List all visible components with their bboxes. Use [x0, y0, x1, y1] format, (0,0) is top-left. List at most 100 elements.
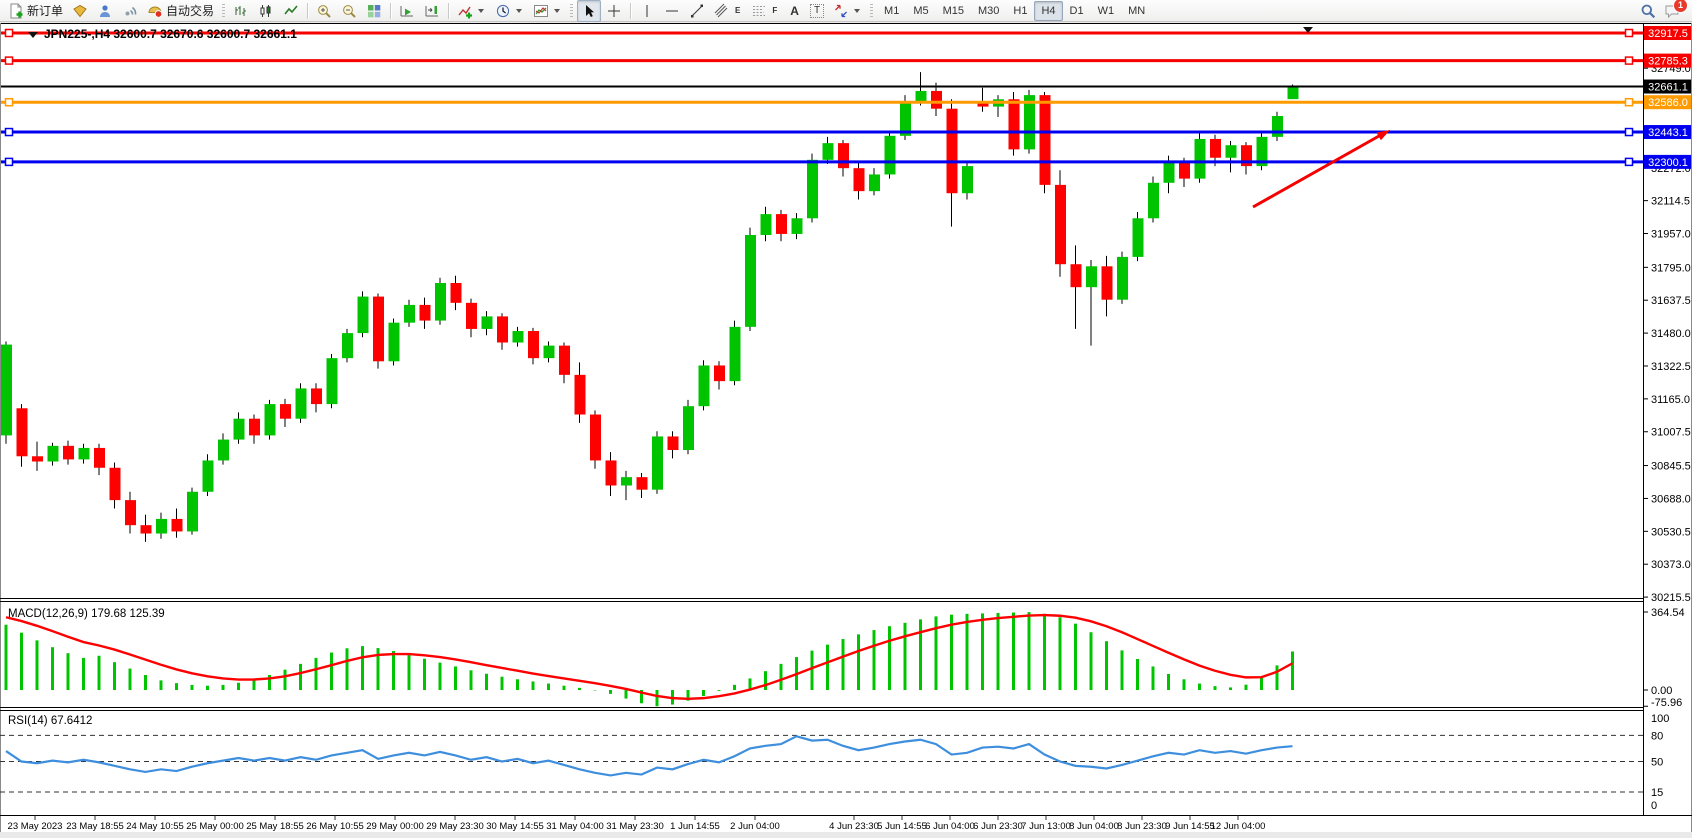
macd-histogram-bar — [624, 690, 628, 699]
autotrading-button[interactable]: 自动交易 — [143, 0, 218, 22]
hosting-person-icon — [100, 4, 111, 17]
chat-button[interactable]: 1 — [1664, 0, 1688, 19]
axis-tick-label: 31007.5 — [1651, 427, 1691, 439]
signals-button[interactable] — [118, 0, 142, 22]
line-handle[interactable] — [1624, 28, 1634, 38]
horizontal-line-tool-button[interactable] — [660, 0, 684, 22]
line-chart-button[interactable] — [279, 0, 303, 22]
timeframe-M30[interactable]: M30 — [978, 4, 1000, 17]
macd-histogram-bar — [407, 654, 411, 690]
macd-label: MACD(12,26,9) 179.68 125.39 — [8, 608, 165, 620]
line-chart-icon — [284, 4, 298, 14]
timeframe-H1[interactable]: H1 — [1013, 4, 1028, 17]
price-label-box — [1644, 53, 1692, 68]
tile-windows-button[interactable] — [362, 0, 386, 22]
zoom-in-button[interactable] — [312, 0, 336, 22]
timeframe-H4[interactable]: H4 — [1034, 0, 1063, 21]
indicators-button[interactable] — [453, 0, 490, 22]
macd-histogram-bar — [981, 613, 984, 690]
vertical-line-tool-button[interactable] — [635, 0, 659, 22]
bear-candle — [714, 365, 725, 382]
macd-histogram-bar — [562, 685, 566, 690]
cursor-tool-button[interactable] — [577, 0, 602, 22]
trendline-icon — [691, 4, 704, 17]
line-handle[interactable] — [4, 56, 14, 65]
channel-tool-button[interactable]: E — [710, 0, 746, 22]
chart-window[interactable]: JPN225-,H4 32600.7 32670.6 32600.7 32661… — [0, 23, 1692, 832]
timeframe-D1[interactable]: D1 — [1069, 4, 1084, 17]
macd-histogram-bar — [996, 612, 1000, 690]
timeframe-M15[interactable]: M15 — [942, 4, 965, 17]
line-handle[interactable] — [4, 97, 14, 107]
toolbar-grip — [222, 3, 226, 18]
axis-tick-label: 32114.5 — [1651, 196, 1690, 208]
bear-candle — [125, 500, 136, 526]
line-handle[interactable] — [4, 157, 14, 167]
rsi-axis-label: 15 — [1651, 787, 1663, 799]
line-handle[interactable] — [1624, 97, 1634, 107]
macd-histogram-bar — [283, 669, 287, 690]
line-handle[interactable] — [4, 28, 14, 38]
bear-candle — [109, 467, 121, 501]
new-order-button[interactable]: 新订单 — [4, 0, 67, 22]
time-label: 29 May 00:00 — [366, 821, 424, 832]
line-handle[interactable] — [4, 127, 14, 137]
bear-candle — [528, 331, 539, 359]
line-handle[interactable] — [1624, 127, 1634, 137]
template-icon — [534, 4, 549, 17]
zoom-in-icon — [318, 4, 331, 18]
price-label: 32586.0 — [1648, 97, 1688, 109]
line-handle[interactable] — [1624, 56, 1634, 65]
bar-chart-button[interactable] — [229, 0, 253, 22]
macd-histogram-bar — [934, 616, 938, 690]
arrows-tool-button[interactable] — [829, 0, 866, 22]
rsi-axis-label: 50 — [1651, 757, 1663, 769]
hosting-button[interactable] — [93, 0, 117, 22]
candlestick-chart-button[interactable] — [254, 0, 278, 22]
macd-histogram-bar — [826, 644, 829, 690]
bull-candle — [187, 491, 198, 532]
macd-histogram-bar — [1074, 623, 1077, 690]
trendline-tool-button[interactable] — [685, 0, 709, 22]
axis-tick-label: 31322.5 — [1651, 361, 1691, 373]
timeframe-M5[interactable]: M5 — [913, 4, 929, 17]
bull-candle — [962, 166, 973, 194]
time-label: 29 May 23:30 — [426, 821, 484, 832]
channel-letter: E — [735, 6, 741, 15]
trend-arrow[interactable] — [1252, 130, 1390, 209]
macd-histogram-bar — [1167, 673, 1170, 690]
templates-button[interactable] — [529, 0, 566, 22]
fibonacci-tool-button[interactable]: F — [747, 0, 783, 22]
periods-button[interactable] — [491, 0, 528, 22]
text-tool-button[interactable]: A — [784, 0, 805, 22]
macd-histogram-bar — [454, 666, 457, 690]
line-handle[interactable] — [1624, 157, 1634, 167]
timeframe-M1[interactable]: M1 — [884, 4, 900, 17]
macd-histogram-bar — [1089, 632, 1093, 690]
timeframe-MN[interactable]: MN — [1128, 4, 1146, 17]
macd-histogram-bar — [237, 682, 240, 690]
bull-candle — [1287, 86, 1299, 100]
time-axis: 23 May 2023 23 May 18:55 24 May 10:55 25 Ma… — [8, 815, 1265, 832]
crosshair-tool-button[interactable] — [602, 0, 626, 22]
title-collapse-icon[interactable] — [28, 32, 38, 38]
bull-candle — [1086, 266, 1097, 288]
macd-histogram-bar — [221, 684, 225, 690]
bull-candle — [1148, 182, 1159, 219]
signals-icon — [125, 6, 137, 15]
search-icon[interactable] — [1640, 3, 1656, 19]
bear-candle — [853, 168, 865, 192]
macd-histogram-bar — [1244, 684, 1248, 690]
price-label: 32917.5 — [1648, 28, 1688, 40]
trend-arrow-line[interactable] — [1252, 134, 1380, 209]
auto-scroll-button[interactable] — [395, 0, 419, 22]
zoom-out-button[interactable] — [337, 0, 361, 22]
macd-histogram-bar — [330, 652, 333, 690]
bull-candle — [900, 101, 911, 136]
chart-shift-button[interactable] — [420, 0, 444, 22]
timeframe-W1[interactable]: W1 — [1097, 4, 1115, 17]
bear-candle — [63, 445, 74, 460]
text-label-tool-button[interactable]: T — [806, 0, 828, 22]
bull-candle — [47, 445, 59, 462]
market-button[interactable] — [68, 0, 92, 22]
